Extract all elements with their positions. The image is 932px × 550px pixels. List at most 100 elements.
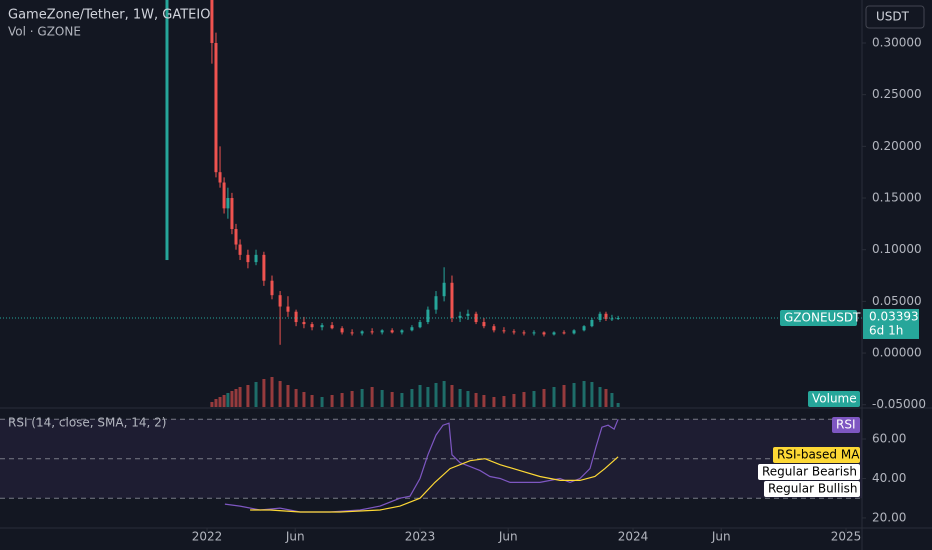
candle-body [214, 42, 218, 173]
volume-bar [380, 390, 384, 407]
x-tick-label: 2024 [618, 530, 649, 544]
volume-bar [310, 395, 314, 407]
volume-bar [426, 387, 430, 407]
legend-rsi-bg [832, 417, 860, 433]
volume-bar [230, 391, 234, 407]
legend-divergence-bg [764, 481, 860, 497]
volume-bar [330, 395, 334, 407]
legend-rsi-ma: RSI-based MA [777, 448, 860, 462]
volume-bar [572, 383, 576, 407]
y-tick-label: 60.00 [872, 432, 906, 446]
volume-bar [532, 391, 536, 407]
volume-label: Volume [812, 392, 857, 406]
candle-body [450, 282, 454, 318]
volume-bar [582, 381, 586, 407]
candle-body [512, 331, 516, 333]
countdown: 6d 1h [869, 323, 903, 337]
volume-bar [502, 396, 506, 407]
volume-bar [340, 393, 344, 407]
candle-body [246, 254, 250, 263]
candle-body [442, 282, 446, 297]
volume-bar [598, 387, 602, 407]
candle-body [270, 280, 274, 296]
legend-rsi-ma-bg [773, 447, 860, 463]
candle-body [572, 330, 576, 334]
candle-body [360, 331, 364, 334]
volume-bar [302, 392, 306, 407]
volume-bar [542, 389, 546, 407]
volume-bar [400, 393, 404, 407]
legend-rsi: RSI [836, 418, 856, 432]
x-tick-label: Jun [711, 530, 731, 544]
volume-bar [370, 387, 374, 407]
candle-body [350, 332, 354, 334]
volume-bar [466, 391, 470, 407]
candle-body [230, 198, 234, 230]
volume-bar [238, 387, 242, 407]
candle-body [562, 332, 566, 334]
y-tick-label: 0.05000 [872, 294, 922, 308]
volume-bar [270, 377, 274, 407]
y-tick-label: 0.00000 [872, 346, 922, 360]
candle-body [222, 182, 226, 209]
candle-body [226, 198, 230, 209]
legend-divergence: Regular Bullish [768, 482, 858, 496]
y-tick-label: 0.10000 [872, 242, 922, 256]
volume-bar [492, 397, 496, 407]
candle-body [320, 325, 324, 328]
candle-body [482, 322, 486, 327]
candle-body [238, 244, 242, 255]
last-price-label: 0.03393 [869, 309, 919, 323]
candle-body [302, 322, 306, 325]
candle-body [286, 306, 290, 312]
x-tick-label: 2022 [192, 530, 223, 544]
candle-body [390, 330, 394, 333]
volume-label-bg [808, 391, 860, 407]
y-tick-label: 0.25000 [872, 87, 922, 101]
candle-body [165, 0, 169, 261]
volume-bar [590, 382, 594, 407]
volume-bar [222, 395, 226, 407]
volume-bar [278, 381, 282, 407]
volume-bar [450, 385, 454, 407]
symbol-label-bg [780, 309, 857, 326]
y-tick-label: 20.00 [872, 510, 906, 524]
candle-body [410, 327, 414, 331]
y-tick-label: 40.00 [872, 471, 906, 485]
volume-bar [390, 392, 394, 407]
volume-bar [286, 385, 290, 407]
candle-body [310, 324, 314, 328]
candle-body [330, 325, 334, 329]
volume-bar [226, 393, 230, 407]
candle-body [492, 326, 496, 331]
volume-bar [562, 385, 566, 407]
volume-bar [458, 389, 462, 407]
volume-bar [616, 403, 620, 407]
volume-bar [522, 392, 526, 407]
candle-body [610, 318, 614, 320]
volume-bar [350, 391, 354, 407]
volume-bar [254, 382, 258, 407]
rsi-line [224, 419, 619, 513]
volume-bar [610, 393, 614, 407]
rsi-title: RSI (14, close, SMA, 14, 2) [8, 416, 166, 430]
volume-bar [410, 389, 414, 407]
symbol-label: GZONEUSDT [784, 310, 861, 324]
volume-bar [262, 379, 266, 407]
rsi-band [0, 419, 862, 499]
x-tick-label: 2025 [831, 530, 862, 544]
candle-body [542, 332, 546, 335]
candle-body [458, 315, 462, 318]
candle-body [370, 331, 374, 333]
last-price-bg [863, 308, 919, 339]
legend-divergence: Regular Bearish [762, 465, 857, 479]
candle-body [426, 309, 430, 323]
legend-divergence-bg [758, 464, 860, 480]
candle-body [294, 311, 298, 323]
candle-body [218, 172, 222, 183]
y-tick-label: -0.05000 [872, 397, 926, 411]
overlay: 0.30000 0.25000 0.20000 0.15000 0.10000 0.050… [192, 5, 926, 544]
volume-bar [294, 389, 298, 407]
